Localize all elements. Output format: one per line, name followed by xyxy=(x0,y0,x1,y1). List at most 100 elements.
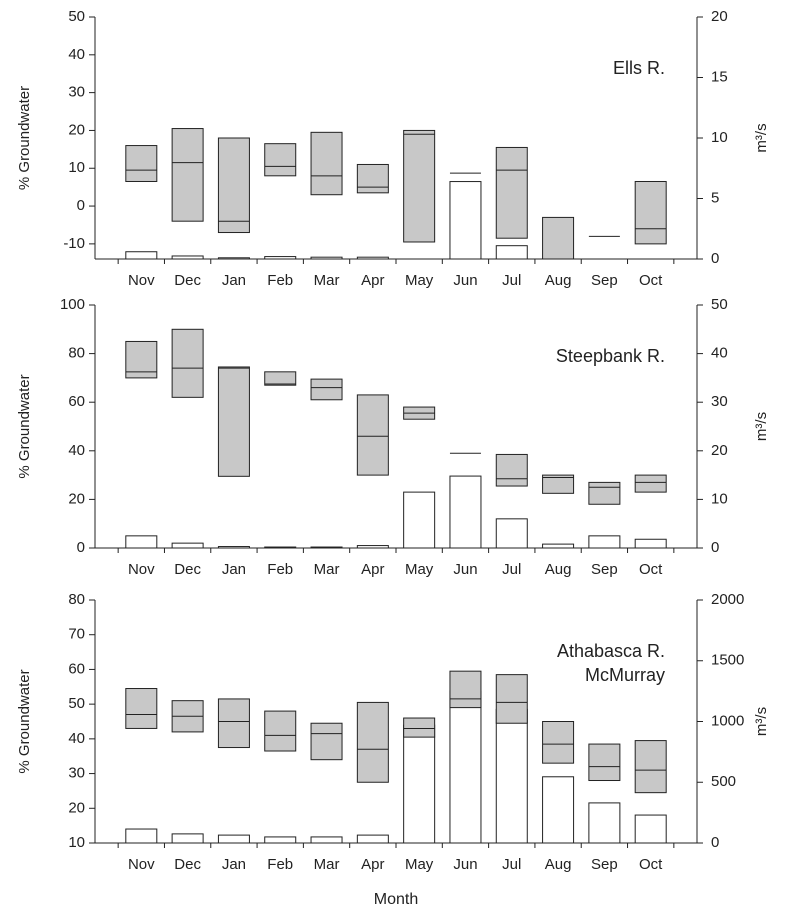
groundwater-box xyxy=(171,328,204,398)
discharge-bar xyxy=(171,833,204,844)
groundwater-box xyxy=(217,698,250,749)
discharge-bar xyxy=(217,546,250,549)
y2-tick-label: 10 xyxy=(711,129,728,146)
x-tick-label: Feb xyxy=(267,856,293,873)
y2-tick-label: 15 xyxy=(711,68,728,85)
groundwater-box xyxy=(403,129,436,243)
groundwater-box xyxy=(264,143,297,177)
y2-tick-label: 0 xyxy=(711,834,719,851)
groundwater-box xyxy=(542,721,575,764)
groundwater-box xyxy=(125,145,158,182)
discharge-bar xyxy=(125,535,158,549)
groundwater-box xyxy=(403,717,436,738)
x-tick-label: Jun xyxy=(453,561,477,578)
y-tick-label: 0 xyxy=(77,197,85,214)
y-tick-label: 30 xyxy=(68,765,85,782)
y2-tick-label: 500 xyxy=(711,773,736,790)
discharge-bar xyxy=(356,545,389,549)
groundwater-box xyxy=(217,137,250,234)
discharge-bar xyxy=(542,543,575,549)
x-tick-label: Jul xyxy=(502,561,521,578)
groundwater-box xyxy=(634,740,667,794)
y-tick-label: 10 xyxy=(68,159,85,176)
annotation: Ells R. xyxy=(613,58,665,78)
y-tick-label: 80 xyxy=(68,345,85,362)
x-tick-label: Dec xyxy=(174,272,201,289)
discharge-bar xyxy=(542,776,575,844)
x-tick-label: Jul xyxy=(502,272,521,289)
discharge-bar xyxy=(449,475,482,549)
discharge-bar xyxy=(588,802,621,844)
groundwater-box xyxy=(310,378,343,401)
groundwater-box xyxy=(588,743,621,782)
x-tick-label: Jun xyxy=(453,272,477,289)
annotation: McMurray xyxy=(585,665,665,685)
y2-tick-label: 1000 xyxy=(711,712,744,729)
y-axis-label: % Groundwater xyxy=(16,86,33,190)
y2-tick-label: 10 xyxy=(711,490,728,507)
discharge-bar xyxy=(310,836,343,844)
x-tick-label: Mar xyxy=(314,561,340,578)
x-tick-label: Apr xyxy=(361,272,384,289)
x-tick-label: May xyxy=(405,856,434,873)
groundwater-box xyxy=(310,722,343,761)
y-tick-label: 30 xyxy=(68,84,85,101)
x-tick-label: Nov xyxy=(128,561,155,578)
discharge-bar xyxy=(171,255,204,260)
y2-tick-label: 30 xyxy=(711,393,728,410)
y2-tick-label: 2000 xyxy=(711,591,744,608)
y2-axis-label: m³/s xyxy=(753,412,770,441)
x-tick-label: May xyxy=(405,272,434,289)
y2-tick-label: 40 xyxy=(711,345,728,362)
discharge-bar xyxy=(264,256,297,260)
y2-tick-label: 20 xyxy=(711,442,728,459)
x-tick-label: Oct xyxy=(639,561,663,578)
groundwater-box xyxy=(356,163,389,194)
discharge-bar xyxy=(449,690,482,844)
x-tick-label: Sep xyxy=(591,856,618,873)
x-tick-label: Jun xyxy=(453,856,477,873)
x-tick-label: Jan xyxy=(222,856,246,873)
discharge-bar xyxy=(356,256,389,260)
x-tick-label: Aug xyxy=(545,856,572,873)
x-tick-label: Sep xyxy=(591,561,618,578)
annotation: Steepbank R. xyxy=(556,346,665,366)
groundwater-box xyxy=(356,394,389,476)
groundwater-box xyxy=(495,453,528,487)
groundwater-box xyxy=(634,180,667,245)
y2-tick-label: 0 xyxy=(711,539,719,556)
discharge-bar xyxy=(125,828,158,844)
x-tick-label: Oct xyxy=(639,272,663,289)
y-tick-label: 20 xyxy=(68,799,85,816)
groundwater-box xyxy=(310,131,343,196)
x-tick-label: Mar xyxy=(314,272,340,289)
x-tick-label: Aug xyxy=(545,561,572,578)
discharge-bar xyxy=(217,834,250,844)
annotation: Athabasca R. xyxy=(557,641,665,661)
x-tick-label: Jan xyxy=(222,272,246,289)
groundwater-box xyxy=(542,216,575,260)
y-tick-label: 0 xyxy=(77,539,85,556)
y2-tick-label: 50 xyxy=(711,296,728,313)
y-tick-label: 10 xyxy=(68,834,85,851)
y-tick-label: 40 xyxy=(68,46,85,63)
x-tick-label: May xyxy=(405,561,434,578)
x-tick-label: Aug xyxy=(545,272,572,289)
discharge-bar xyxy=(264,836,297,844)
groundwater-box xyxy=(125,688,158,729)
x-tick-label: Nov xyxy=(128,272,155,289)
x-tick-label: Dec xyxy=(174,856,201,873)
x-tick-label: Apr xyxy=(361,561,384,578)
discharge-bar xyxy=(634,814,667,844)
x-tick-label: Nov xyxy=(128,856,155,873)
x-tick-label: Feb xyxy=(267,561,293,578)
groundwater-box xyxy=(171,128,204,222)
y-tick-label: 60 xyxy=(68,660,85,677)
discharge-bar xyxy=(310,546,343,549)
discharge-bar xyxy=(495,708,528,844)
y-tick-label: -10 xyxy=(63,235,85,252)
discharge-bar xyxy=(171,542,204,549)
y-tick-label: 100 xyxy=(60,296,85,313)
discharge-bar xyxy=(634,538,667,549)
